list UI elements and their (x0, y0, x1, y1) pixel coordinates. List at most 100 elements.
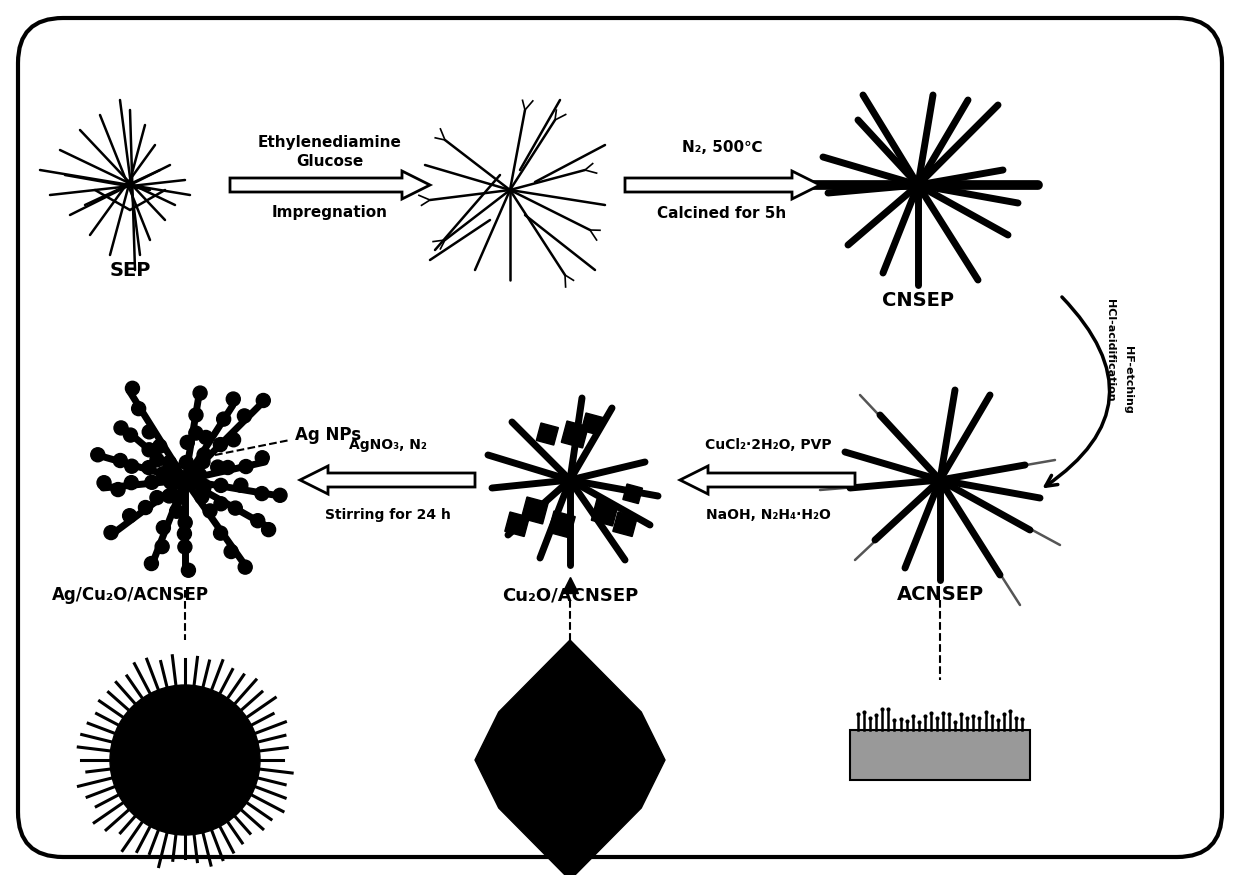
Circle shape (180, 456, 193, 470)
FancyArrow shape (680, 466, 856, 494)
Circle shape (150, 491, 164, 505)
Circle shape (196, 482, 211, 496)
Circle shape (97, 476, 112, 490)
Circle shape (213, 479, 228, 493)
Circle shape (156, 466, 170, 480)
FancyArrow shape (300, 466, 475, 494)
Text: CNSEP: CNSEP (882, 290, 954, 310)
Circle shape (197, 448, 211, 462)
Circle shape (172, 491, 186, 505)
Circle shape (125, 459, 139, 473)
Circle shape (193, 386, 207, 400)
Circle shape (196, 455, 210, 469)
Text: Calcined for 5h: Calcined for 5h (657, 206, 786, 220)
Circle shape (203, 504, 217, 518)
Circle shape (139, 500, 153, 514)
Circle shape (153, 439, 167, 453)
Circle shape (221, 460, 234, 474)
Text: HF-etching: HF-etching (1123, 346, 1133, 414)
Circle shape (273, 488, 286, 502)
Circle shape (144, 556, 159, 570)
Circle shape (198, 430, 213, 444)
Circle shape (123, 508, 136, 522)
Circle shape (192, 468, 207, 482)
Circle shape (124, 476, 139, 490)
Circle shape (195, 490, 208, 504)
Bar (548, 511, 575, 538)
Circle shape (226, 392, 241, 406)
Bar (849, 730, 1030, 780)
Circle shape (143, 425, 156, 439)
Text: CuCl₂·2H₂O, PVP: CuCl₂·2H₂O, PVP (704, 438, 831, 452)
Circle shape (162, 489, 176, 503)
Circle shape (237, 409, 252, 423)
Circle shape (145, 475, 159, 489)
FancyBboxPatch shape (19, 18, 1221, 857)
Circle shape (262, 522, 275, 536)
Circle shape (179, 515, 192, 529)
Circle shape (177, 540, 192, 554)
Bar (582, 413, 604, 435)
Circle shape (213, 526, 228, 540)
Text: SEP: SEP (109, 261, 151, 279)
Circle shape (227, 433, 241, 447)
Circle shape (113, 453, 128, 467)
Text: Stirring for 24 h: Stirring for 24 h (325, 508, 451, 522)
Text: Ethylenediamine: Ethylenediamine (258, 135, 402, 150)
Circle shape (239, 459, 253, 473)
Circle shape (91, 448, 104, 462)
FancyArrow shape (625, 171, 820, 199)
Text: Cu₂O/ACNSEP: Cu₂O/ACNSEP (502, 586, 639, 604)
Circle shape (177, 527, 191, 541)
Bar (613, 512, 637, 536)
Circle shape (217, 412, 231, 426)
Circle shape (228, 501, 242, 515)
Bar (591, 499, 619, 526)
Text: Glucose: Glucose (296, 155, 363, 170)
Bar (505, 512, 529, 536)
Circle shape (213, 438, 227, 452)
Circle shape (188, 426, 203, 440)
Circle shape (110, 685, 260, 835)
Circle shape (141, 460, 156, 474)
Circle shape (112, 483, 125, 497)
Circle shape (104, 526, 118, 540)
Circle shape (166, 461, 180, 475)
Circle shape (125, 382, 139, 396)
Text: NaOH, N₂H₄·H₂O: NaOH, N₂H₄·H₂O (706, 508, 831, 522)
Circle shape (215, 497, 228, 511)
Polygon shape (475, 640, 665, 875)
Text: ACNSEP: ACNSEP (897, 585, 983, 605)
Bar (562, 421, 588, 448)
Circle shape (250, 514, 264, 528)
Bar (537, 423, 558, 445)
Circle shape (188, 463, 202, 477)
Text: Ag NPs: Ag NPs (295, 426, 361, 444)
Circle shape (150, 453, 164, 467)
Bar (622, 484, 642, 504)
Circle shape (155, 540, 169, 554)
Circle shape (255, 487, 269, 500)
Circle shape (257, 394, 270, 408)
Text: Ag/Cu₂O/ACNSEP: Ag/Cu₂O/ACNSEP (52, 586, 208, 604)
Circle shape (171, 491, 185, 505)
Circle shape (197, 480, 211, 494)
Circle shape (181, 564, 196, 578)
Text: HCl-acidification: HCl-acidification (1105, 298, 1115, 402)
Circle shape (131, 402, 145, 416)
Circle shape (156, 521, 170, 535)
Circle shape (188, 408, 203, 422)
Circle shape (143, 443, 156, 457)
Circle shape (224, 544, 238, 558)
Circle shape (162, 456, 176, 470)
Circle shape (234, 479, 248, 493)
Circle shape (211, 460, 224, 474)
Circle shape (170, 504, 184, 518)
Circle shape (124, 428, 138, 442)
Circle shape (238, 560, 252, 574)
Bar (521, 497, 548, 524)
Circle shape (164, 475, 177, 489)
Circle shape (114, 421, 128, 435)
Text: Impregnation: Impregnation (272, 206, 388, 220)
Circle shape (180, 436, 195, 450)
